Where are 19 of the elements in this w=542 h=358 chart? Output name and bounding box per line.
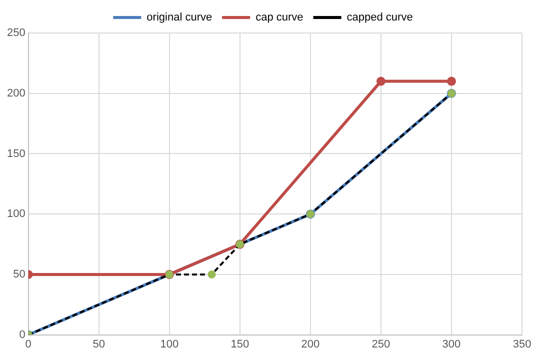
x-tick-label: 100 bbox=[160, 338, 179, 350]
x-tick-label: 300 bbox=[442, 338, 461, 350]
y-tick-label: 150 bbox=[6, 148, 26, 160]
x-tick-label: 250 bbox=[372, 338, 390, 350]
y-tick-label: 0 bbox=[19, 328, 26, 341]
x-tick-label: 150 bbox=[230, 338, 250, 350]
legend-label: capped curve bbox=[346, 12, 413, 24]
legend-label: original curve bbox=[146, 12, 212, 24]
x-tick-label: 50 bbox=[92, 338, 105, 350]
y-tick-label: 200 bbox=[6, 87, 26, 100]
y-tick-label: 100 bbox=[6, 208, 26, 220]
legend-label: cap curve bbox=[256, 12, 304, 24]
y-tick-label: 50 bbox=[13, 268, 26, 280]
point bbox=[446, 76, 456, 86]
x-tick-label: 200 bbox=[301, 338, 320, 350]
point bbox=[208, 270, 216, 278]
point bbox=[376, 76, 386, 86]
y-tick-label: 250 bbox=[6, 27, 26, 40]
x-tick-label: 350 bbox=[512, 338, 532, 350]
